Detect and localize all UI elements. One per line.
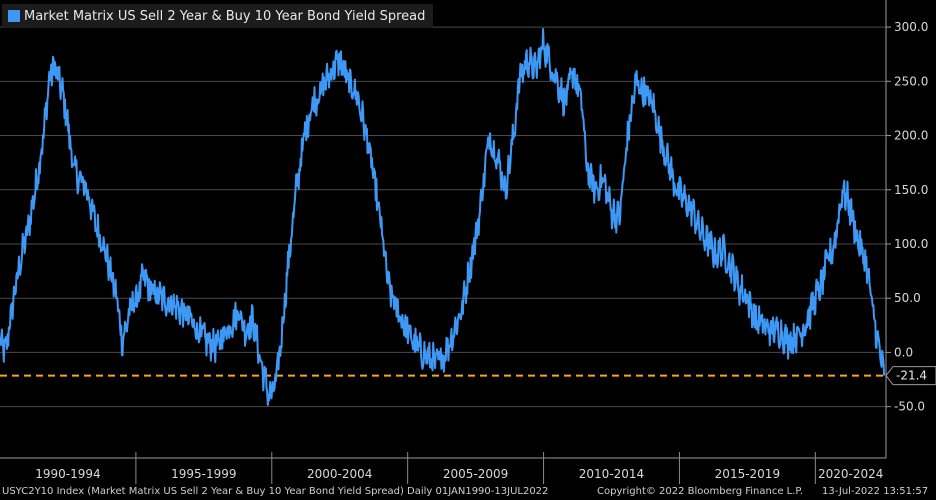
footer-copyright: Copyright© 2022 Bloomberg Finance L.P. — [597, 486, 804, 497]
y-tick-label: 300.0 — [894, 20, 928, 34]
y-tick-label: 0.0 — [894, 345, 913, 359]
y-tick-label: 100.0 — [894, 237, 928, 251]
footer-index: USYC2Y10 Index (Market Matrix US Sell 2 … — [2, 486, 549, 497]
legend-label: Market Matrix US Sell 2 Year & Buy 10 Ye… — [24, 8, 426, 24]
gridlines — [0, 26, 886, 408]
y-tick-label: 250.0 — [894, 74, 928, 88]
y-tick-label: 150.0 — [894, 183, 928, 197]
y-tick-label: 200.0 — [894, 129, 928, 143]
x-tick-label: 1995-1999 — [171, 467, 236, 481]
legend: Market Matrix US Sell 2 Year & Buy 10 Ye… — [2, 4, 434, 28]
legend-swatch-icon — [8, 10, 20, 22]
y-tick-label: 50.0 — [894, 291, 921, 305]
footer: USYC2Y10 Index (Market Matrix US Sell 2 … — [0, 486, 936, 500]
y-axis: 300.0 250.0 200.0 150.0 100.0 50.0 0.0 -50.0 — [885, 0, 928, 458]
x-tick-label: 2005-2009 — [443, 467, 508, 481]
series-lines — [0, 27, 886, 406]
x-tick-label: 1990-1994 — [35, 467, 100, 481]
reference-line: -21.4 — [0, 366, 936, 386]
footer-timestamp: 13-Jul-2022 13:51:57 — [822, 486, 929, 497]
x-tick-label: 2015-2019 — [715, 467, 780, 481]
x-axis: 1990-1994 1995-1999 2000-2004 2005-2009 2010… — [0, 452, 886, 484]
x-tick-label: 2020-2024 — [818, 467, 883, 481]
series-line — [0, 27, 886, 406]
x-tick-label: 2000-2004 — [307, 467, 372, 481]
last-value-label: -21.4 — [896, 369, 927, 383]
x-tick-label: 2010-2014 — [579, 467, 644, 481]
last-value-tag — [885, 366, 936, 386]
y-tick-label: -50.0 — [894, 400, 925, 414]
